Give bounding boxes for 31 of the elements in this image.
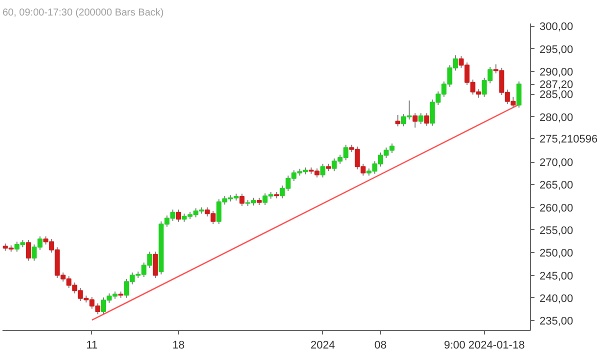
candlestick [395, 114, 400, 127]
y-tick-label: 300,00 [540, 21, 574, 34]
candlestick [424, 112, 430, 126]
x-tick-label: 9:00 2024-01-18 [444, 340, 525, 352]
y-tick-label: 265,00 [540, 180, 574, 192]
y-tick-label: 260,00 [540, 202, 574, 214]
y-tick-label: 240,00 [540, 292, 574, 305]
candlestick [418, 112, 424, 125]
candlestick [516, 80, 522, 108]
y-tick-label: 287,20 [540, 79, 574, 92]
y-tick-label: 245,00 [540, 270, 574, 282]
candlestick [26, 239, 31, 262]
y-tick-label: 280,00 [540, 112, 574, 124]
x-tick-label: 08 [374, 340, 387, 352]
candlestick [176, 209, 182, 222]
candlestick [239, 193, 244, 206]
y-tick-label: 270,00 [540, 157, 574, 170]
chart-title: 60, 09:00-17:30 (200000 Bars Back) [2, 8, 164, 18]
y-tick-label: 290,00 [540, 66, 574, 78]
y-tick-label: 255,00 [540, 224, 574, 237]
candlestick [152, 251, 158, 278]
y-tick-label: 250,00 [540, 248, 574, 260]
y-tick-label: 275,210596 [540, 133, 598, 146]
y-tick-label: 235,00 [540, 316, 574, 328]
x-tick-label: 18 [172, 340, 185, 352]
candlestick [320, 163, 326, 178]
y-tick-label: 285,00 [540, 89, 574, 102]
y-tick-label: 295,00 [540, 44, 574, 56]
x-tick-label: 2024 [310, 340, 336, 352]
x-tick-label: 11 [86, 340, 98, 352]
candlestick [412, 112, 418, 128]
